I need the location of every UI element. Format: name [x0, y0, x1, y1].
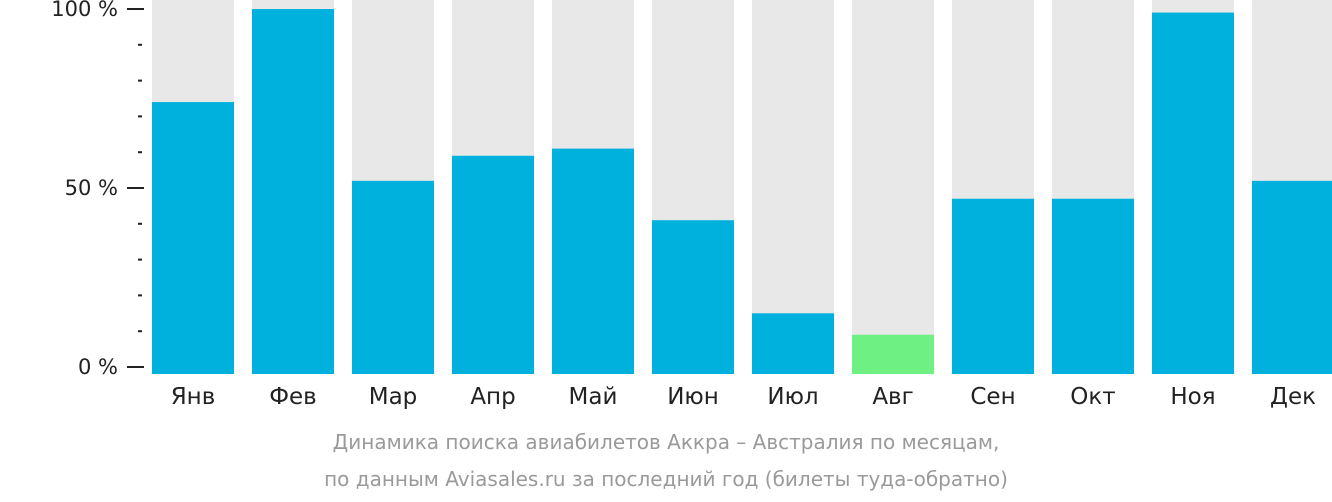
bar — [952, 198, 1034, 374]
chart-caption-line-1: Динамика поиска авиабилетов Аккра – Авст… — [332, 430, 1000, 454]
y-tick-label: 50 % — [65, 176, 118, 200]
data-bars — [152, 9, 1332, 375]
bar-background — [852, 0, 934, 374]
x-tick-label: Фев — [269, 384, 317, 410]
bar-background — [752, 0, 834, 374]
x-tick-label: Мар — [369, 384, 418, 410]
bar — [252, 9, 334, 374]
x-tick-label: Апр — [470, 384, 515, 410]
bar — [1052, 198, 1134, 374]
x-tick-label: Июн — [667, 384, 719, 410]
x-tick-label: Янв — [171, 384, 216, 410]
y-tick-label: 100 % — [51, 0, 118, 21]
y-tick-label: 0 % — [78, 355, 118, 379]
x-tick-label: Ноя — [1170, 384, 1215, 410]
bar — [1252, 180, 1332, 374]
bar — [552, 148, 634, 374]
bar — [852, 334, 934, 374]
x-axis: Янв Фев Мар Апр Май Июн Июл Авг Сен Окт Ноя Дек — [171, 384, 1316, 410]
x-tick-label: Июл — [767, 384, 818, 410]
bar — [352, 180, 434, 374]
bar — [652, 220, 734, 374]
x-tick-label: Сен — [970, 384, 1015, 410]
bar — [752, 313, 834, 374]
bar — [1152, 12, 1234, 375]
x-tick-label: Май — [569, 384, 618, 410]
bar — [152, 102, 234, 374]
bar — [452, 155, 534, 374]
x-tick-label: Дек — [1270, 384, 1316, 410]
y-axis: 0 % 50 % 100 % — [51, 0, 144, 379]
x-tick-label: Окт — [1070, 384, 1115, 410]
x-tick-label: Авг — [872, 384, 913, 410]
chart-caption-line-2: по данным Aviasales.ru за последний год … — [324, 467, 1008, 491]
